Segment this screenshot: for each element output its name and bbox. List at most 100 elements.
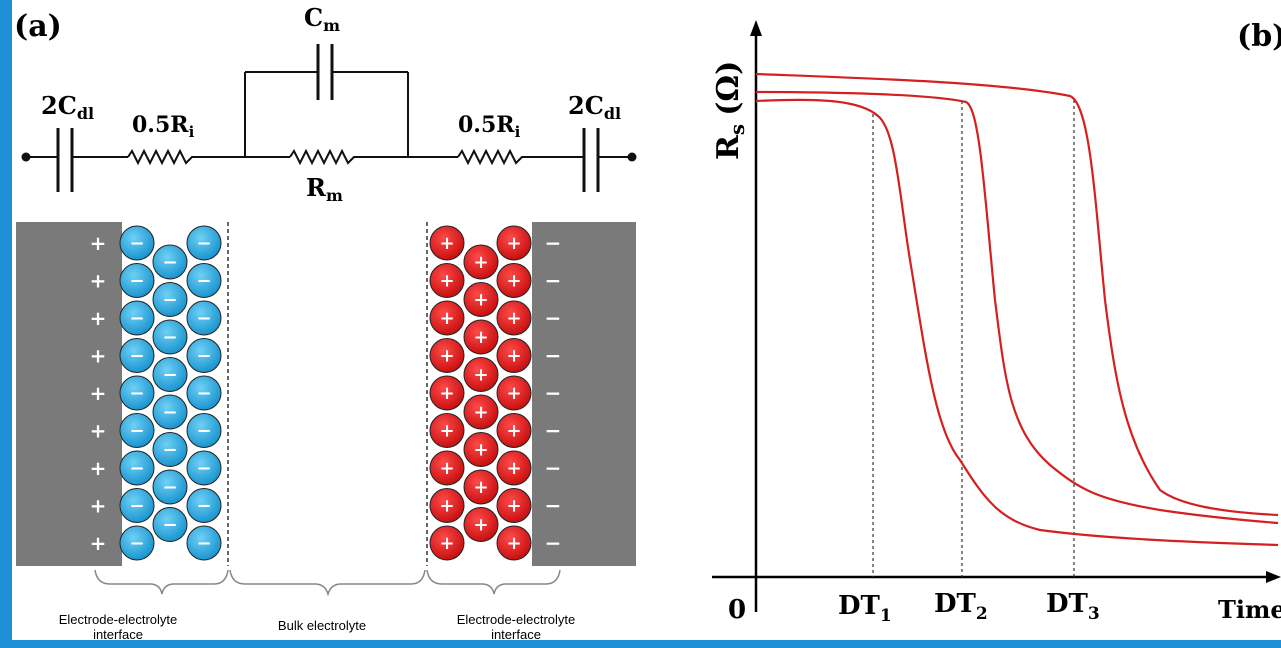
positive-ion-sign: + (506, 458, 521, 479)
positive-ion-sign: + (473, 327, 488, 348)
positive-ion-sign: + (473, 515, 488, 536)
negative-ion-sign: − (129, 496, 144, 517)
negative-ion-sign: − (129, 458, 144, 479)
left-edge-bar (0, 0, 12, 648)
positive-ion (463, 357, 499, 392)
negative-ion (119, 525, 155, 561)
positive-ion (496, 300, 532, 336)
membrane-res-label: Rm (306, 173, 343, 205)
equivalent-circuit (26, 44, 628, 192)
electrode-plus-sign: + (90, 306, 107, 330)
negative-ion (119, 338, 155, 373)
negative-ion-sign: − (162, 515, 177, 536)
electrode-minus-sign: − (545, 381, 562, 405)
right-terminal (627, 152, 637, 162)
negative-ion (186, 338, 222, 373)
electrode-plus-sign: + (90, 494, 107, 518)
electrode-minus-sign: − (545, 419, 562, 443)
negative-ion (152, 507, 188, 542)
negative-ion-sign: − (196, 308, 211, 329)
negative-ion (186, 525, 222, 561)
electrode-plus-sign: + (90, 269, 107, 293)
electrode-minus-sign: − (545, 306, 562, 330)
positive-ion-sign: + (439, 346, 454, 367)
negative-ion (152, 319, 188, 355)
negative-ion (119, 413, 155, 448)
positive-ion (429, 338, 465, 373)
electrode-plus-sign: + (90, 231, 107, 255)
negative-ion-sign: − (129, 233, 144, 254)
positive-ion (463, 394, 499, 430)
positive-ion-sign: + (473, 402, 488, 423)
negative-ion (152, 357, 188, 392)
right-cap-label: 2Cdl (568, 91, 621, 123)
negative-ion-sign: − (162, 252, 177, 273)
y-axis-arrow (750, 20, 762, 36)
curve-dt1 (755, 98, 1279, 547)
negative-ion-sign: − (162, 402, 177, 423)
ion-layers: − −+− −+− −+− −+− −+− −+− −+− −+− −+−−−−−−−−+ + −+ +… (90, 225, 562, 561)
positive-ion (429, 488, 465, 523)
positive-ion (496, 225, 532, 261)
negative-ion (119, 300, 155, 336)
positive-ion (463, 432, 499, 467)
electrode-minus-sign: − (545, 231, 562, 255)
positive-ion (496, 488, 532, 523)
positive-ion-sign: + (439, 496, 454, 517)
positive-ion (429, 450, 465, 486)
negative-ion-sign: − (129, 271, 144, 292)
negative-ion (186, 375, 222, 411)
threshold-lines (872, 100, 1075, 577)
bottom-edge-bar (0, 640, 1281, 648)
negative-ion (119, 225, 155, 261)
negative-ion (119, 375, 155, 411)
positive-ion-sign: + (506, 308, 521, 329)
negative-ion-sign: − (129, 421, 144, 442)
right-interface-label-2: interface (491, 627, 541, 642)
negative-ion (152, 244, 188, 280)
electrode-plus-sign: + (90, 419, 107, 443)
negative-ion (186, 300, 222, 336)
positive-ion-sign: + (473, 252, 488, 273)
negative-ion-sign: − (129, 308, 144, 329)
positive-ion-sign: + (473, 365, 488, 386)
left-electrode (16, 222, 122, 566)
x-axis-arrow (1266, 571, 1281, 583)
right-electrode (532, 222, 636, 566)
positive-ion (463, 507, 499, 542)
positive-ion-sign: + (439, 421, 454, 442)
positive-ion (463, 469, 499, 505)
positive-ion-sign: + (439, 308, 454, 329)
left-res-label: 0.5Ri (132, 112, 195, 141)
negative-ion (186, 413, 222, 448)
positive-ion-sign: + (439, 458, 454, 479)
positive-ion (496, 263, 532, 298)
positive-ion-sign: + (439, 533, 454, 554)
positive-ion-sign: + (439, 383, 454, 404)
positive-ion-sign: + (506, 271, 521, 292)
positive-ion-sign: + (506, 533, 521, 554)
curve-dt2 (755, 90, 1279, 525)
electrode-plus-sign: + (90, 531, 107, 555)
negative-ion-sign: − (196, 233, 211, 254)
negative-ion-sign: − (196, 496, 211, 517)
negative-ion (152, 394, 188, 430)
region-braces (94, 569, 561, 597)
negative-ion-sign: − (196, 346, 211, 367)
positive-ion (429, 300, 465, 336)
positive-ion-sign: + (506, 346, 521, 367)
positive-ion-sign: + (473, 477, 488, 498)
negative-ion-sign: − (196, 271, 211, 292)
negative-ion (186, 488, 222, 523)
x-axis-label: Time (1218, 595, 1281, 624)
left-interface-label-2: interface (93, 627, 143, 642)
positive-ion-sign: + (506, 496, 521, 517)
positive-ion (429, 375, 465, 411)
negative-ion-sign: − (196, 533, 211, 554)
origin-label: 0 (728, 595, 746, 625)
negative-ion-sign: − (162, 290, 177, 311)
resistance-curves (755, 72, 1279, 547)
electrode-plus-sign: + (90, 456, 107, 480)
positive-ion-sign: + (473, 290, 488, 311)
